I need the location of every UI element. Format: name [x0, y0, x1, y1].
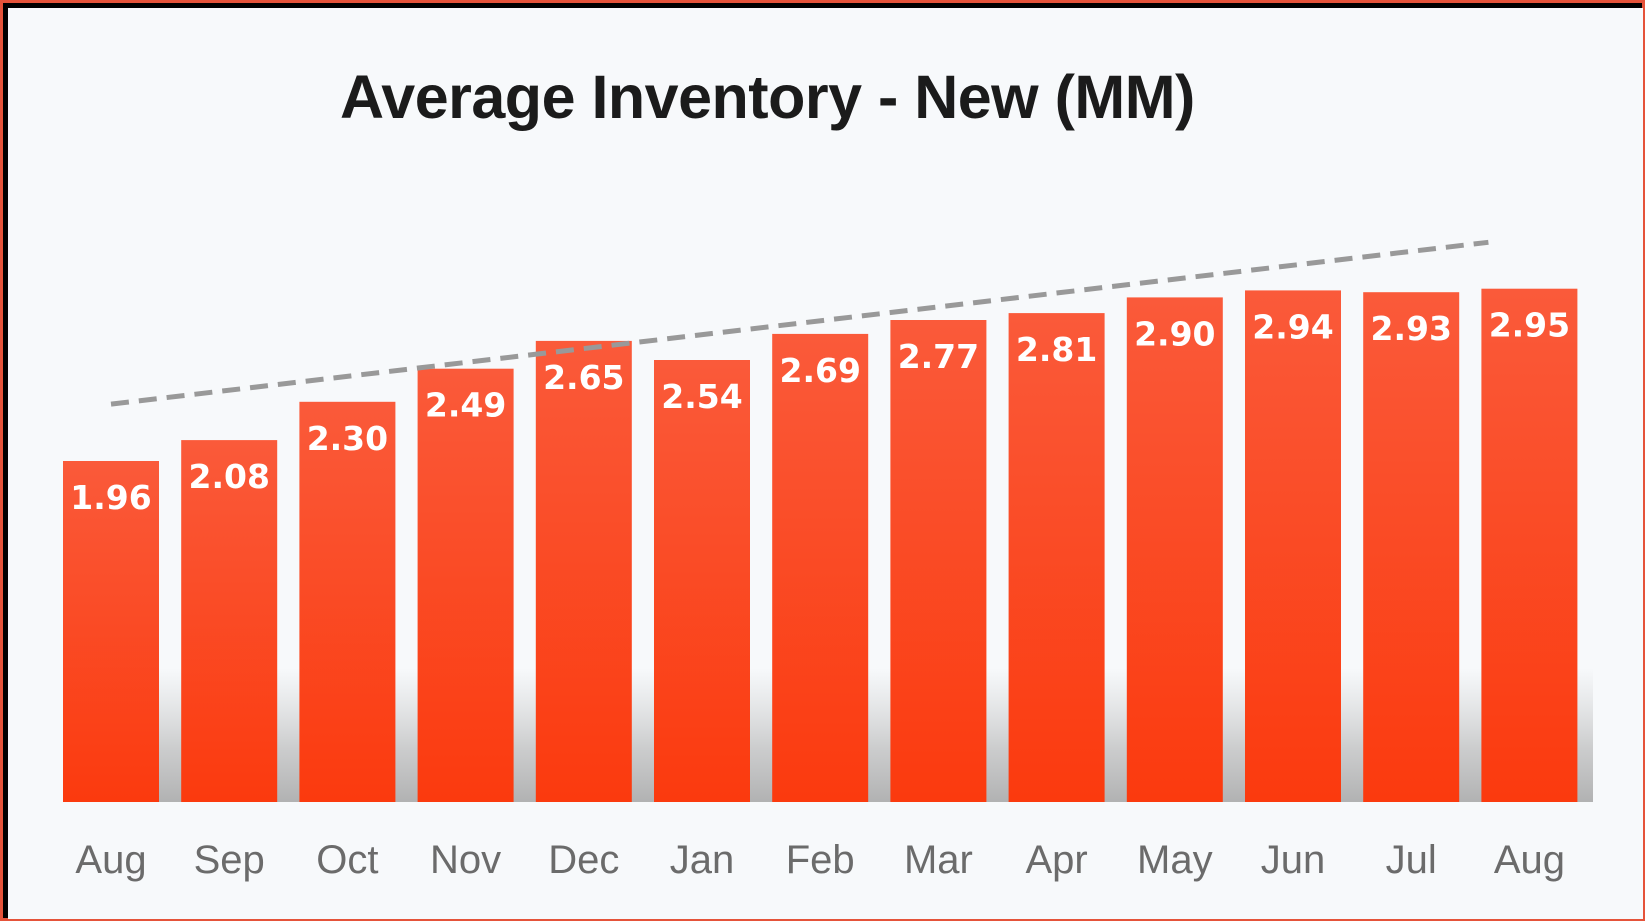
bar-dec-4 — [535, 340, 632, 802]
bar-sep-1 — [181, 440, 278, 802]
x-tick-label: Sep — [194, 838, 265, 882]
bar-nov-3 — [417, 368, 514, 802]
x-tick-label: Dec — [548, 838, 619, 882]
x-tick-label: Apr — [1025, 838, 1087, 882]
x-tick-label: Mar — [904, 838, 973, 882]
trendline — [110, 239, 1489, 407]
x-tick-label: May — [1137, 838, 1213, 882]
bar-value-label: 2.54 — [661, 377, 742, 416]
bar-value-label: 2.90 — [1134, 314, 1215, 353]
x-tick-label: Jun — [1261, 838, 1326, 882]
bar-value-label: 2.81 — [1016, 330, 1097, 369]
bar-may-9 — [1126, 297, 1223, 802]
x-tick-label: Feb — [786, 838, 855, 882]
x-tick-label: Nov — [430, 838, 501, 882]
bar-aug-0 — [63, 461, 159, 802]
bar-jun-10 — [1245, 290, 1341, 802]
chart-title: Average Inventory - New (MM) — [340, 63, 1195, 131]
bar-jul-11 — [1363, 292, 1460, 802]
x-tick-label: Jan — [670, 838, 735, 882]
x-tick-label: Aug — [75, 838, 146, 882]
bar-value-label: 2.95 — [1489, 306, 1570, 345]
bar-value-label: 2.08 — [188, 457, 269, 496]
bar-value-label: 2.69 — [779, 351, 860, 390]
x-tick-label: Oct — [316, 838, 378, 882]
bar-value-label: 2.93 — [1370, 309, 1451, 348]
bar-value-label: 2.77 — [898, 337, 979, 376]
bar-apr-8 — [1008, 313, 1105, 802]
bar-value-label: 2.65 — [543, 358, 624, 397]
bar-feb-6 — [772, 333, 869, 802]
x-tick-label: Aug — [1494, 838, 1565, 882]
bar-oct-2 — [299, 401, 396, 802]
x-tick-label: Jul — [1386, 838, 1437, 882]
bar-jan-5 — [654, 360, 750, 802]
bar-aug-12 — [1481, 288, 1578, 802]
bar-value-label: 2.49 — [425, 386, 506, 425]
bar-value-label: 2.30 — [307, 419, 388, 458]
bar-mar-7 — [890, 320, 987, 802]
bar-value-label: 1.96 — [70, 478, 151, 517]
bar-value-label: 2.94 — [1252, 307, 1333, 346]
